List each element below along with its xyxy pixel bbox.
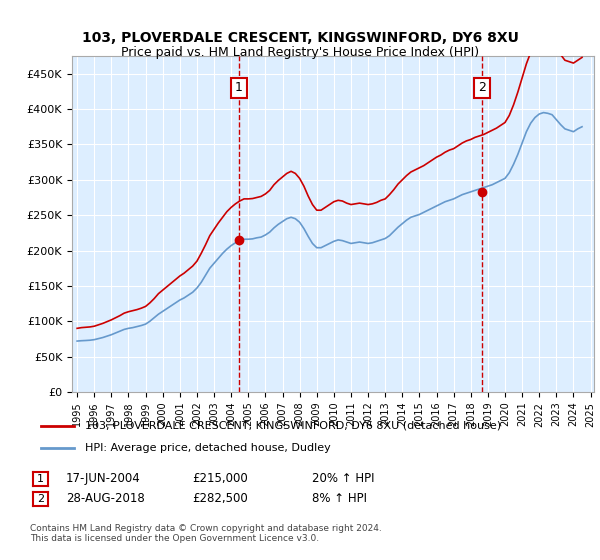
Text: 20% ↑ HPI: 20% ↑ HPI <box>312 472 374 485</box>
Text: 2: 2 <box>478 81 486 94</box>
Text: 1: 1 <box>235 81 243 94</box>
Text: Contains HM Land Registry data © Crown copyright and database right 2024.
This d: Contains HM Land Registry data © Crown c… <box>30 524 382 543</box>
Text: HPI: Average price, detached house, Dudley: HPI: Average price, detached house, Dudl… <box>85 443 331 453</box>
Text: 8% ↑ HPI: 8% ↑ HPI <box>312 492 367 506</box>
Text: £282,500: £282,500 <box>192 492 248 506</box>
Text: 2: 2 <box>37 494 44 504</box>
Text: 17-JUN-2004: 17-JUN-2004 <box>66 472 141 485</box>
Text: 1: 1 <box>37 474 44 483</box>
Text: £215,000: £215,000 <box>192 472 248 485</box>
Text: 28-AUG-2018: 28-AUG-2018 <box>66 492 145 506</box>
Text: Price paid vs. HM Land Registry's House Price Index (HPI): Price paid vs. HM Land Registry's House … <box>121 46 479 59</box>
Text: 103, PLOVERDALE CRESCENT, KINGSWINFORD, DY6 8XU (detached house): 103, PLOVERDALE CRESCENT, KINGSWINFORD, … <box>85 421 502 431</box>
Text: 103, PLOVERDALE CRESCENT, KINGSWINFORD, DY6 8XU: 103, PLOVERDALE CRESCENT, KINGSWINFORD, … <box>82 31 518 45</box>
